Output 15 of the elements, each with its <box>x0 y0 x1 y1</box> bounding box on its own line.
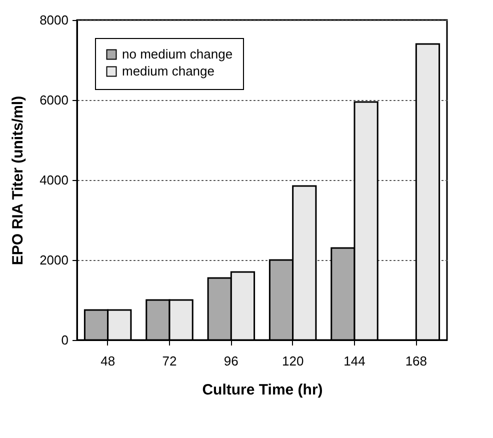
x-tick-label: 144 <box>344 354 366 368</box>
x-tick-label: 72 <box>162 354 177 368</box>
x-axis-title: Culture Time (hr) <box>202 382 323 398</box>
y-tick-label: 4000 <box>40 172 68 188</box>
y-tick-label: 0 <box>61 332 68 348</box>
y-tick-label: 6000 <box>40 92 68 108</box>
x-tick-label: 168 <box>405 354 428 368</box>
x-tick-label: 48 <box>100 354 116 368</box>
y-axis-title: EPO RIA Titer (units/ml) <box>10 96 27 266</box>
y-tick-label: 2000 <box>40 252 68 268</box>
legend-label: no medium change <box>122 46 233 62</box>
x-tick-label: 120 <box>282 354 304 368</box>
legend-label: medium change <box>122 64 214 78</box>
y-tick-label: 8000 <box>40 12 68 28</box>
x-tick-label: 96 <box>224 354 238 368</box>
